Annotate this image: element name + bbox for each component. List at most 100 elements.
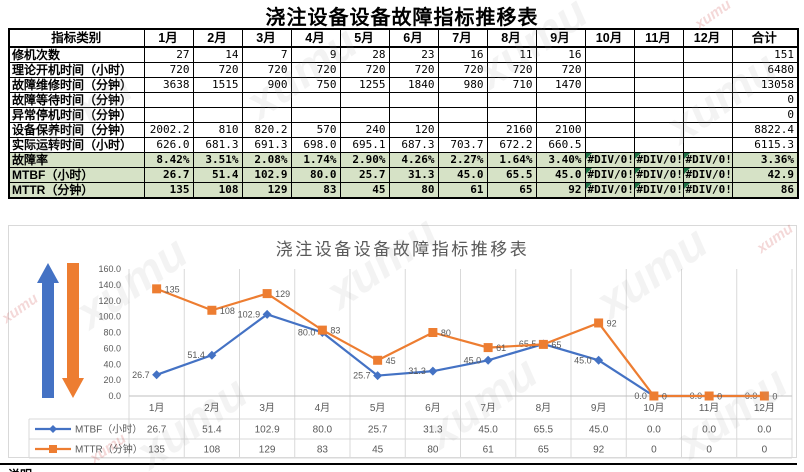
table-cell[interactable]: 2.27% [437,152,488,168]
table-cell[interactable] [682,62,733,78]
table-cell[interactable]: 720 [192,62,243,78]
table-cell[interactable]: 45 [339,182,390,199]
table-cell[interactable]: 2002.2 [143,122,194,138]
table-cell[interactable]: #DIV/0! [682,182,733,199]
table-cell[interactable]: 0 [731,92,799,108]
table-cell[interactable]: 2100 [535,122,586,138]
table-cell[interactable]: 45.0 [535,167,586,183]
table-cell[interactable]: 65.5 [486,167,537,183]
table-cell[interactable]: 1.64% [486,152,537,168]
table-cell[interactable]: 720 [290,62,341,78]
table-cell[interactable]: 61 [437,182,488,199]
table-cell[interactable]: 698.0 [290,137,341,153]
table-cell[interactable]: 720 [339,62,390,78]
table-cell[interactable]: 710 [486,77,537,93]
table-cell[interactable]: #DIV/0! [682,152,733,168]
table-cell[interactable] [584,62,635,78]
table-cell[interactable] [535,107,586,123]
table-cell[interactable] [535,92,586,108]
table-cell[interactable]: 28 [339,46,390,63]
table-cell[interactable]: 240 [339,122,390,138]
table-cell[interactable]: 1.74% [290,152,341,168]
table-cell[interactable]: 129 [241,182,292,199]
table-cell[interactable] [339,107,390,123]
row-label[interactable]: 设备保养时间（分钟） [8,122,145,138]
table-cell[interactable]: 120 [388,122,439,138]
table-cell[interactable]: #DIV/0! [682,167,733,183]
column-header[interactable]: 指标类别 [8,28,145,48]
table-cell[interactable]: 92 [535,182,586,199]
table-cell[interactable]: 691.3 [241,137,292,153]
table-cell[interactable] [633,92,684,108]
column-header[interactable]: 1月 [143,28,194,48]
table-cell[interactable] [192,92,243,108]
table-cell[interactable] [682,122,733,138]
column-header[interactable]: 5月 [339,28,390,48]
table-cell[interactable]: 25.7 [339,167,390,183]
table-cell[interactable]: 135 [143,182,194,199]
table-cell[interactable]: 980 [437,77,488,93]
table-cell[interactable] [241,92,292,108]
table-cell[interactable]: 1255 [339,77,390,93]
column-header[interactable]: 2月 [192,28,243,48]
table-cell[interactable]: 80.0 [290,167,341,183]
table-cell[interactable]: 11 [486,46,537,63]
table-cell[interactable]: 27 [143,46,194,63]
table-cell[interactable]: 16 [535,46,586,63]
table-cell[interactable]: 45.0 [437,167,488,183]
table-cell[interactable]: #DIV/0! [584,182,635,199]
table-cell[interactable]: 2.08% [241,152,292,168]
table-cell[interactable]: 0 [731,107,799,123]
table-cell[interactable]: 151 [731,46,799,63]
table-cell[interactable] [143,92,194,108]
row-label[interactable]: 异常停机时间（分钟） [8,107,145,123]
table-cell[interactable] [633,77,684,93]
table-cell[interactable]: 1470 [535,77,586,93]
column-header[interactable]: 9月 [535,28,586,48]
table-cell[interactable] [633,137,684,153]
table-cell[interactable] [682,107,733,123]
table-cell[interactable] [290,107,341,123]
table-cell[interactable] [437,92,488,108]
table-cell[interactable]: 720 [486,62,537,78]
table-cell[interactable]: 3638 [143,77,194,93]
table-cell[interactable]: #DIV/0! [633,152,684,168]
table-cell[interactable]: 86 [731,182,799,199]
table-cell[interactable] [682,92,733,108]
table-cell[interactable]: 687.3 [388,137,439,153]
table-cell[interactable]: 14 [192,46,243,63]
table-cell[interactable]: 51.4 [192,167,243,183]
table-cell[interactable]: 695.1 [339,137,390,153]
chart-object[interactable]: 浇注设备设备故障指标推移表 0.0 20.0 40.0 60.0 80.0 100.0 12… [8,225,797,459]
table-cell[interactable] [584,46,635,63]
table-cell[interactable]: 626.0 [143,137,194,153]
column-header[interactable]: 7月 [437,28,488,48]
table-cell[interactable]: #DIV/0! [633,167,684,183]
table-cell[interactable]: 16 [437,46,488,63]
table-cell[interactable]: 3.51% [192,152,243,168]
table-cell[interactable]: 3.36% [731,152,799,168]
table-cell[interactable] [486,92,537,108]
table-cell[interactable]: 750 [290,77,341,93]
table-cell[interactable]: 720 [143,62,194,78]
table-cell[interactable]: 108 [192,182,243,199]
table-cell[interactable]: 8.42% [143,152,194,168]
table-cell[interactable]: 31.3 [388,167,439,183]
table-cell[interactable] [682,77,733,93]
table-cell[interactable]: 23 [388,46,439,63]
column-header[interactable]: 12月 [682,28,733,48]
table-cell[interactable]: #DIV/0! [633,182,684,199]
table-cell[interactable]: 720 [388,62,439,78]
table-cell[interactable]: 820.2 [241,122,292,138]
table-cell[interactable] [633,107,684,123]
column-header[interactable]: 6月 [388,28,439,48]
column-header[interactable]: 10月 [584,28,635,48]
table-cell[interactable] [290,92,341,108]
table-cell[interactable]: 681.3 [192,137,243,153]
table-cell[interactable] [388,92,439,108]
table-cell[interactable]: 2160 [486,122,537,138]
column-header[interactable]: 合计 [731,28,799,48]
table-cell[interactable]: 13058 [731,77,799,93]
table-cell[interactable]: 810 [192,122,243,138]
table-cell[interactable] [143,107,194,123]
